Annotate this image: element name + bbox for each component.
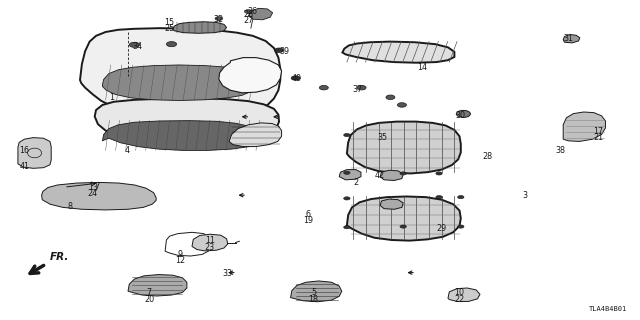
Circle shape (344, 133, 350, 137)
Circle shape (291, 76, 300, 80)
Text: 9: 9 (178, 250, 183, 259)
Text: 3: 3 (522, 191, 527, 200)
Circle shape (397, 103, 406, 107)
Polygon shape (291, 281, 342, 302)
Circle shape (166, 42, 177, 47)
Text: 16: 16 (19, 146, 29, 155)
Text: 7: 7 (147, 288, 152, 297)
Circle shape (344, 197, 350, 200)
Text: 20: 20 (144, 295, 154, 304)
Polygon shape (80, 28, 280, 117)
Text: 27: 27 (243, 16, 253, 25)
Circle shape (436, 172, 442, 175)
Polygon shape (42, 182, 156, 210)
Text: 6: 6 (306, 210, 311, 219)
Text: 19: 19 (303, 216, 314, 225)
Polygon shape (219, 58, 282, 93)
Circle shape (458, 225, 464, 228)
Polygon shape (18, 138, 51, 168)
Text: 38: 38 (556, 146, 566, 155)
Circle shape (400, 172, 406, 175)
Polygon shape (347, 196, 461, 241)
Text: 25: 25 (164, 24, 175, 33)
Polygon shape (192, 234, 228, 251)
Text: 32: 32 (214, 15, 224, 24)
Circle shape (129, 42, 140, 47)
Polygon shape (102, 121, 261, 150)
Text: 35: 35 (378, 133, 388, 142)
Text: 2: 2 (353, 178, 358, 187)
Circle shape (386, 95, 395, 100)
Polygon shape (342, 42, 454, 63)
Polygon shape (448, 288, 480, 301)
Polygon shape (563, 112, 605, 141)
Text: 31: 31 (563, 34, 573, 43)
Text: 1: 1 (109, 93, 115, 102)
Circle shape (344, 171, 350, 174)
Circle shape (319, 85, 328, 90)
Polygon shape (229, 123, 282, 147)
Text: 13: 13 (88, 183, 98, 192)
Text: 23: 23 (205, 243, 215, 252)
Circle shape (244, 10, 252, 13)
Circle shape (436, 196, 442, 199)
Polygon shape (95, 98, 279, 144)
Circle shape (275, 48, 284, 52)
Text: 18: 18 (308, 295, 319, 304)
Text: 29: 29 (436, 224, 447, 233)
Text: TLA4B4B01: TLA4B4B01 (589, 306, 627, 312)
Polygon shape (563, 35, 580, 43)
Text: 26: 26 (243, 10, 253, 19)
Polygon shape (128, 275, 187, 296)
Text: 4: 4 (124, 146, 129, 155)
Text: 42: 42 (375, 172, 385, 180)
Text: 30: 30 (456, 111, 466, 120)
Text: 15: 15 (164, 18, 175, 27)
Text: 33: 33 (223, 269, 233, 278)
Polygon shape (248, 8, 273, 20)
Text: 37: 37 (352, 85, 362, 94)
Text: 5: 5 (311, 288, 316, 297)
Text: 36: 36 (247, 7, 257, 16)
Text: 39: 39 (280, 47, 290, 56)
Polygon shape (380, 170, 403, 180)
Text: 41: 41 (19, 162, 29, 171)
Polygon shape (347, 122, 461, 173)
Text: 11: 11 (205, 236, 215, 245)
Text: 10: 10 (454, 288, 465, 297)
Text: 8: 8 (68, 202, 73, 211)
Polygon shape (380, 199, 403, 209)
Circle shape (458, 196, 464, 199)
Polygon shape (102, 65, 255, 100)
Text: 34: 34 (132, 42, 143, 51)
Text: 17: 17 (593, 127, 604, 136)
Text: 14: 14 (417, 63, 428, 72)
Polygon shape (339, 170, 361, 180)
Text: 12: 12 (175, 256, 186, 265)
Circle shape (400, 225, 406, 228)
Text: 24: 24 (88, 189, 98, 198)
Text: FR.: FR. (50, 252, 69, 262)
Text: 40: 40 (291, 74, 301, 83)
Circle shape (344, 226, 350, 229)
Text: 21: 21 (593, 133, 604, 142)
Polygon shape (173, 22, 227, 33)
Ellipse shape (456, 110, 470, 117)
Text: 22: 22 (454, 295, 465, 304)
Text: 28: 28 (483, 152, 493, 161)
Circle shape (357, 85, 366, 90)
Circle shape (215, 17, 223, 20)
